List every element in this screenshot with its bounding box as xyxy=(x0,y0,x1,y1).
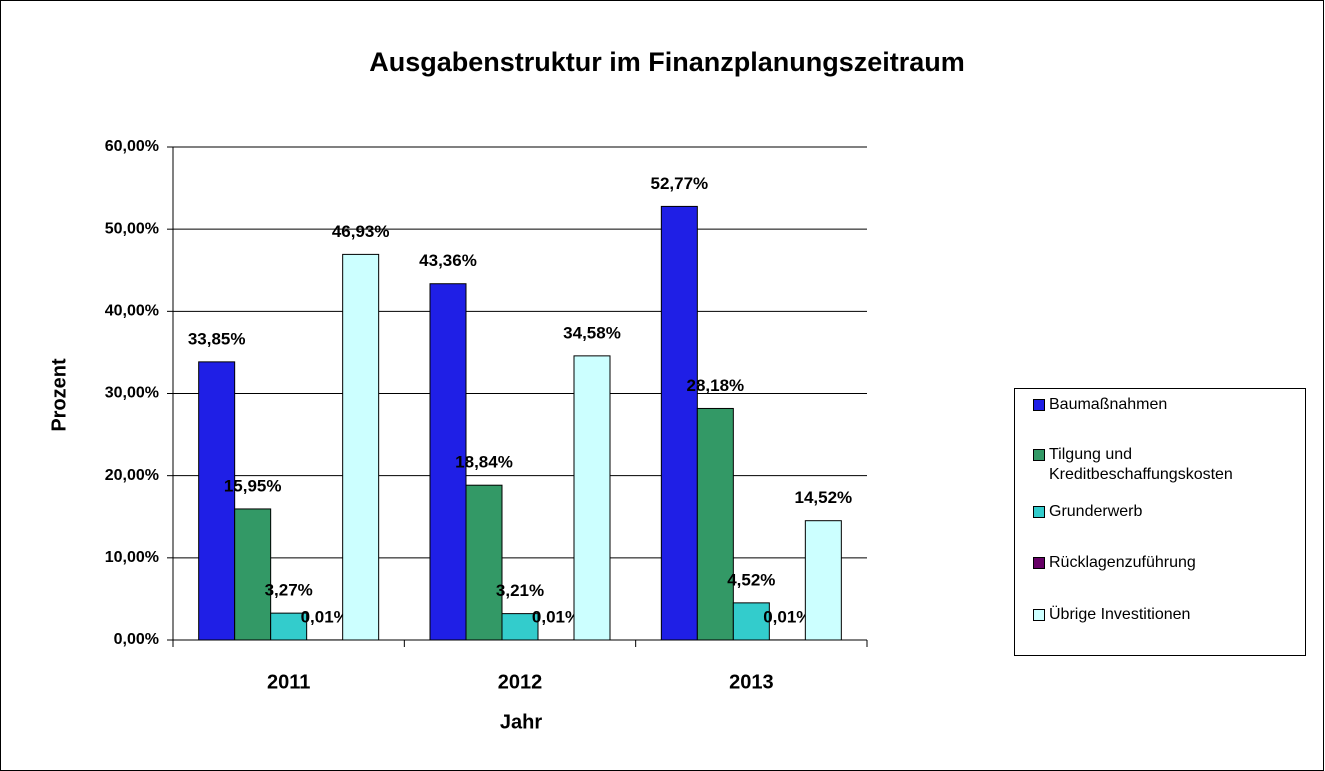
bar xyxy=(234,508,272,641)
value-label: 28,18% xyxy=(686,376,744,395)
x-tick-label: 2011 xyxy=(267,671,310,693)
legend-item: Rücklagenzuführung xyxy=(1031,553,1303,573)
legend-swatch xyxy=(1033,506,1045,518)
value-label: 4,52% xyxy=(727,570,775,589)
value-label: 0,01% xyxy=(763,607,811,626)
value-label: 18,84% xyxy=(455,453,513,472)
y-tick-label: 30,00% xyxy=(105,385,159,402)
value-label: 52,77% xyxy=(650,174,708,193)
y-tick-label: 0,00% xyxy=(114,631,159,648)
y-axis-label: Prozent xyxy=(48,358,70,432)
value-label: 46,93% xyxy=(332,222,390,241)
legend-swatch xyxy=(1033,557,1045,569)
chart-title: Ausgabenstruktur im Finanzplanungszeitra… xyxy=(369,47,965,77)
bar xyxy=(501,613,539,641)
bar xyxy=(198,361,236,641)
value-label: 3,27% xyxy=(265,581,313,600)
legend-label: Baumaßnahmen xyxy=(1049,396,1168,413)
legend-item: Grunderwerb xyxy=(1031,502,1303,522)
y-tick-label: 40,00% xyxy=(105,303,159,320)
legend-label: Übrige Investitionen xyxy=(1049,606,1191,623)
legend-item: Baumaßnahmen xyxy=(1031,395,1303,415)
legend-swatch xyxy=(1033,609,1045,621)
legend-item: Übrige Investitionen xyxy=(1031,605,1303,625)
value-label: 34,58% xyxy=(563,323,621,342)
x-axis-label: Jahr xyxy=(500,711,542,733)
bar xyxy=(732,602,770,641)
bar xyxy=(270,612,308,641)
y-tick-label: 20,00% xyxy=(105,467,159,484)
value-label: 0,01% xyxy=(532,607,580,626)
value-label: 3,21% xyxy=(496,581,544,600)
bar xyxy=(573,355,611,641)
y-tick-label: 60,00% xyxy=(105,138,159,155)
bar xyxy=(804,520,842,641)
legend: Baumaßnahmen Tilgung und Kreditbeschaffun… xyxy=(1014,388,1306,656)
bar xyxy=(660,205,698,641)
legend-item: Tilgung und Kreditbeschaffungskosten xyxy=(1031,445,1303,485)
value-label: 33,85% xyxy=(188,329,246,348)
value-label: 15,95% xyxy=(224,476,282,495)
x-tick-label: 2013 xyxy=(729,671,774,693)
bar xyxy=(429,283,467,641)
legend-label: Grunderwerb xyxy=(1049,503,1143,520)
y-tick-label: 10,00% xyxy=(105,549,159,566)
y-tick-label: 50,00% xyxy=(105,220,159,237)
value-label: 0,01% xyxy=(301,607,349,626)
legend-swatch xyxy=(1033,449,1045,461)
legend-label: Tilgung und Kreditbeschaffungskosten xyxy=(1049,446,1233,483)
x-tick-label: 2012 xyxy=(498,671,543,693)
bar xyxy=(696,407,734,641)
bar xyxy=(342,253,380,641)
legend-label: Rücklagenzuführung xyxy=(1049,554,1196,571)
value-label: 14,52% xyxy=(794,488,852,507)
bar xyxy=(465,484,503,641)
value-label: 43,36% xyxy=(419,251,477,270)
legend-swatch xyxy=(1033,399,1045,411)
